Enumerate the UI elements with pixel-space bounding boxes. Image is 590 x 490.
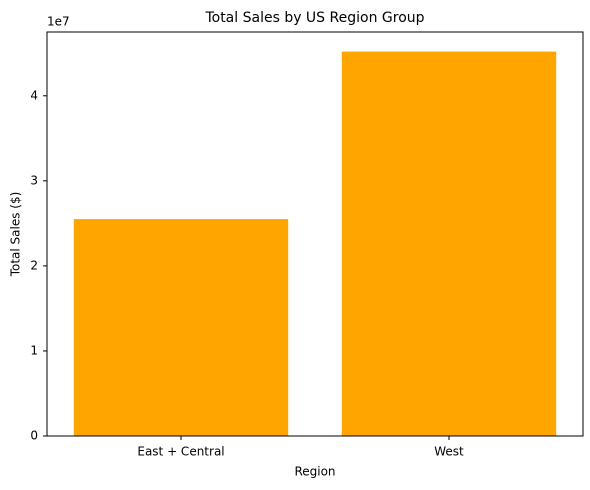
plot-frame [46, 31, 584, 437]
y-axis-label: Total Sales ($) [9, 192, 23, 278]
y-tick-label: 2 [30, 258, 38, 272]
chart-title: Total Sales by US Region Group [204, 10, 424, 26]
bar [73, 219, 289, 436]
y-tick-label: 4 [30, 88, 38, 102]
x-tick-label: East + Central [137, 445, 224, 459]
y-tick-label: 0 [30, 429, 38, 443]
x-tick-label: West [434, 445, 464, 459]
y-tick-label: 3 [30, 173, 38, 187]
x-axis-label: Region [294, 465, 335, 479]
y-offset-label: 1e7 [47, 15, 70, 29]
bar [341, 51, 557, 437]
y-tick-label: 1 [30, 343, 38, 357]
